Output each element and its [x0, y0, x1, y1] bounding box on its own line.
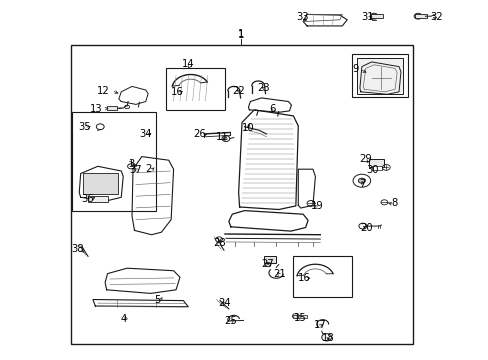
Bar [371, 166, 382, 170]
Text: 2: 2 [144, 164, 151, 174]
Bar [370, 14, 382, 18]
Text: 16: 16 [298, 273, 310, 283]
Bar [106, 106, 117, 110]
Text: 36: 36 [81, 194, 94, 204]
Circle shape [358, 178, 365, 183]
Text: 22: 22 [231, 86, 244, 96]
Text: 10: 10 [242, 123, 254, 133]
Bar [166, 68, 224, 110]
Bar [71, 45, 412, 344]
Text: 32: 32 [429, 12, 442, 22]
Text: 26: 26 [193, 129, 205, 139]
Text: 6: 6 [269, 104, 276, 114]
Text: 27: 27 [261, 258, 274, 269]
Bar [356, 58, 403, 94]
Text: 18: 18 [322, 333, 334, 343]
Text: 7: 7 [359, 179, 366, 189]
Bar [292, 315, 306, 318]
Text: 37: 37 [129, 165, 142, 175]
Bar [264, 256, 276, 263]
Text: 30: 30 [366, 165, 378, 175]
Bar [414, 14, 426, 18]
Text: 25: 25 [224, 316, 237, 326]
Text: 33: 33 [295, 12, 308, 22]
Bar [293, 256, 351, 297]
Bar [72, 112, 155, 211]
Text: 14: 14 [182, 59, 194, 69]
Text: 1: 1 [237, 29, 244, 39]
Text: 11: 11 [216, 132, 228, 142]
Text: 5: 5 [154, 294, 161, 305]
Text: 35: 35 [78, 122, 90, 132]
Text: 15: 15 [294, 312, 306, 323]
Text: 4: 4 [121, 314, 126, 324]
Text: 31: 31 [361, 12, 373, 22]
Bar [88, 196, 107, 202]
Text: 34: 34 [139, 129, 152, 139]
Text: 1: 1 [237, 30, 244, 40]
Text: 28: 28 [213, 238, 226, 248]
Text: 23: 23 [257, 83, 270, 93]
Text: 13: 13 [89, 104, 102, 114]
Text: 17: 17 [313, 320, 326, 330]
Text: 16: 16 [171, 87, 183, 97]
Text: 3: 3 [128, 159, 134, 169]
Bar [351, 54, 407, 97]
Text: 24: 24 [218, 298, 231, 308]
Text: 29: 29 [359, 154, 371, 164]
Text: 8: 8 [390, 198, 396, 208]
Text: 38: 38 [71, 244, 83, 254]
Text: 21: 21 [273, 269, 285, 279]
Text: 12: 12 [97, 86, 110, 96]
Text: 20: 20 [360, 222, 372, 233]
Bar [368, 159, 383, 167]
Text: 19: 19 [310, 201, 323, 211]
Text: 9: 9 [352, 64, 359, 74]
Bar [83, 173, 118, 194]
